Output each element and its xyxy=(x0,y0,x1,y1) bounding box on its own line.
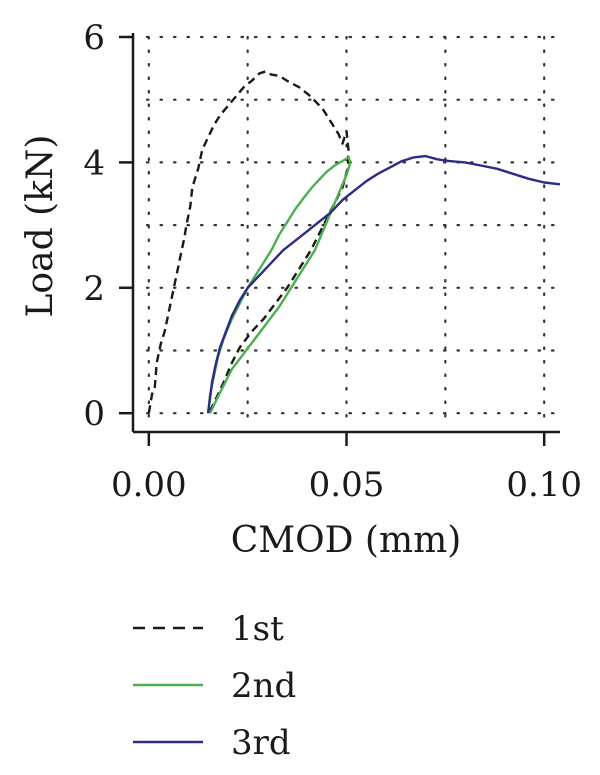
series-layer xyxy=(147,70,561,414)
legend: 1st 2nd 3rd xyxy=(133,609,296,763)
series-line-1st xyxy=(147,70,350,414)
x-axis-label: CMOD (mm) xyxy=(231,520,462,561)
x-tick-label: 0.05 xyxy=(309,465,385,505)
y-tick-label: 6 xyxy=(83,18,105,58)
legend-label-2nd: 2nd xyxy=(231,666,296,706)
legend-label-1st: 1st xyxy=(231,609,284,649)
y-tick-label: 0 xyxy=(83,394,105,434)
series-line-3rd xyxy=(206,154,561,414)
x-tick-label: 0.00 xyxy=(111,465,187,505)
ticks: 0 2 4 6 0.00 0.05 0.10 xyxy=(83,18,582,505)
legend-label-3rd: 3rd xyxy=(231,723,291,763)
y-tick-label: 4 xyxy=(83,143,105,183)
y-tick-label: 2 xyxy=(83,269,105,309)
series-line-2nd xyxy=(206,156,352,414)
x-tick-label: 0.10 xyxy=(506,465,582,505)
y-axis-label: Load (kN) xyxy=(20,135,61,318)
grid xyxy=(145,35,560,424)
